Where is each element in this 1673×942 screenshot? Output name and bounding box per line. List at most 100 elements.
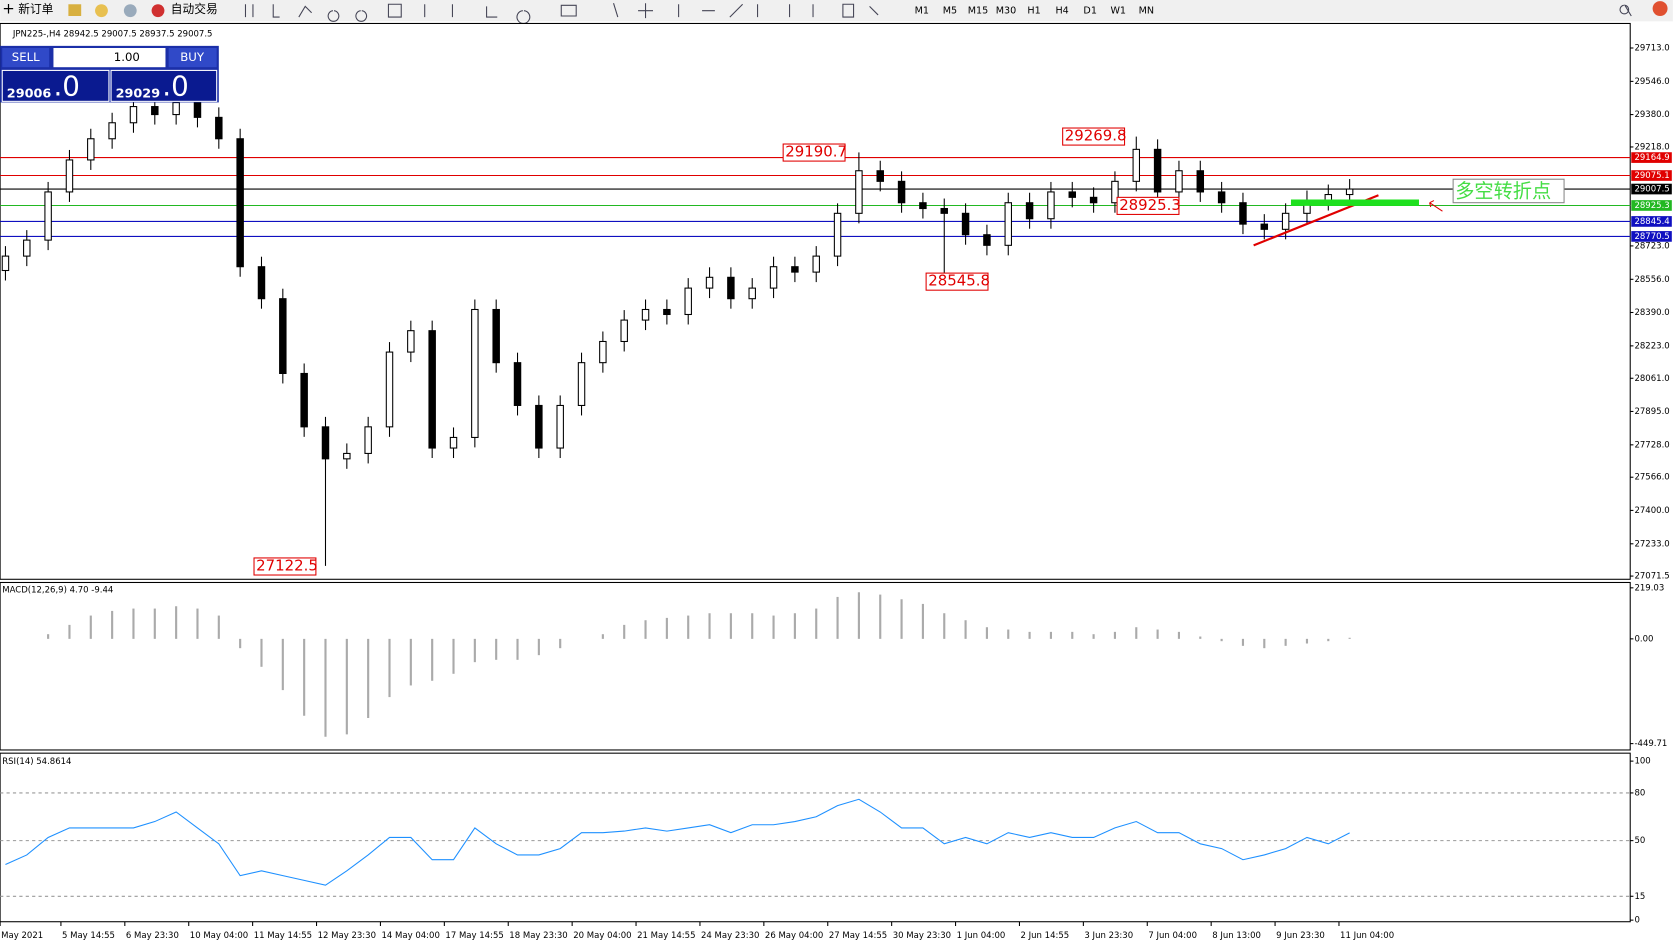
sell-label[interactable]: SELL [12, 50, 40, 64]
buy-label[interactable]: BUY [180, 50, 205, 64]
candle-body [428, 330, 436, 449]
periods: M1 M5 M15 M30 H1 H4 D1 W1 MN [915, 6, 1154, 17]
macd-pane [0, 581, 1631, 751]
candle-body [556, 404, 564, 449]
period[interactable]: M1 [915, 6, 929, 17]
candle-body [108, 122, 116, 140]
price-box-label: 29075.1 [1634, 171, 1669, 181]
candle-body [769, 266, 778, 289]
candle-body [1281, 212, 1290, 230]
buy-button[interactable] [168, 48, 217, 68]
y-tick-label: 15 [1634, 892, 1645, 902]
period[interactable]: M5 [943, 6, 957, 17]
price-box-label: 28845.4 [1634, 217, 1669, 227]
period[interactable]: H4 [1055, 6, 1068, 17]
y-tick-label: 219.03 [1634, 583, 1664, 593]
candle-body [172, 102, 180, 116]
icon[interactable] [151, 4, 165, 18]
period[interactable]: M30 [996, 6, 1017, 17]
candle-body [1004, 202, 1012, 246]
x-tick-label: 18 May 23:30 [509, 931, 567, 941]
y-tick-label: 27895.0 [1634, 407, 1669, 417]
ask-box[interactable] [110, 69, 218, 102]
price-box [1631, 183, 1672, 195]
candle-body [1089, 196, 1098, 204]
annotation-box [1452, 178, 1565, 204]
y-tick-label: 27400.0 [1634, 506, 1669, 516]
period[interactable]: MN [1139, 6, 1154, 17]
candle-body [513, 362, 522, 406]
candle-body [343, 452, 351, 460]
candle-body [748, 287, 756, 300]
candle-body [641, 308, 650, 321]
y-tick-label: -449.71 [1634, 739, 1667, 749]
new-order[interactable]: 新订单 [18, 2, 53, 16]
icon[interactable] [123, 4, 137, 18]
candle-body [940, 207, 948, 214]
y-tick-label: 80 [1634, 788, 1645, 798]
candle-body [87, 138, 95, 161]
annotation-box [1116, 196, 1180, 215]
rsi-line [5, 798, 1350, 886]
ask[interactable]: 29029 [116, 86, 161, 101]
candle-body [855, 170, 863, 214]
annotation: 28925.3 [1119, 196, 1181, 214]
ask-frac[interactable]: .0 [162, 69, 188, 102]
candle-body [535, 404, 543, 449]
annotation: 28545.8 [928, 272, 990, 290]
candle-body [65, 159, 74, 193]
candle-body [876, 170, 884, 182]
toolbar-bg [0, 0, 1673, 22]
annotation: 27122.5 [256, 556, 318, 574]
search-icon[interactable] [1619, 4, 1632, 17]
x-tick-label: May 2021 [1, 931, 43, 941]
bid-box[interactable] [1, 69, 110, 102]
lots-input[interactable] [53, 48, 166, 68]
x-tick-label: 26 May 04:00 [765, 931, 823, 941]
candle-body [727, 276, 735, 300]
price-box [1631, 200, 1672, 211]
price-box-label: 28770.5 [1634, 232, 1669, 242]
candle-body [23, 239, 31, 257]
main-pane [0, 22, 1631, 580]
bid-frac[interactable]: .0 [53, 69, 79, 102]
price-box-label: 29007.5 [1634, 185, 1669, 195]
x-tick-label: 11 May 14:55 [254, 931, 312, 941]
price-box [1631, 216, 1672, 227]
candle-body [236, 138, 244, 268]
annotation-box [253, 557, 317, 576]
candle-body [1260, 223, 1269, 230]
candle-body [620, 319, 628, 343]
plot: 29713.0 29546.0 29380.0 29218.0 28723.0 28556… [0, 43, 1672, 941]
notify-icon[interactable] [1652, 1, 1668, 17]
y-tick-label: 27566.0 [1634, 473, 1669, 483]
candle-body [1111, 180, 1119, 204]
candle-body [151, 106, 159, 116]
period[interactable]: H1 [1027, 6, 1040, 17]
y-tick-label: 29218.0 [1634, 142, 1669, 152]
macd-title: MACD(12,26,9) 4.70 -9.44 [2, 585, 113, 595]
y-tick-label: 27071.5 [1634, 572, 1669, 582]
auto-trading[interactable]: 自动交易 [171, 2, 218, 16]
candle-body [215, 116, 223, 140]
x-tick-label: 12 May 23:30 [318, 931, 376, 941]
candle-body [257, 266, 266, 300]
y-tick-label: 0 [1634, 916, 1639, 926]
candle-body [385, 351, 394, 428]
icon[interactable] [95, 4, 108, 18]
period[interactable]: W1 [1110, 6, 1126, 17]
icon[interactable] [68, 4, 82, 17]
period[interactable]: M15 [968, 6, 989, 17]
period[interactable]: D1 [1083, 6, 1097, 17]
lots[interactable]: 1.00 [114, 50, 140, 64]
candle-body [449, 436, 458, 449]
candle-body [812, 255, 820, 273]
annotation-box [925, 272, 989, 291]
candle-body [983, 234, 991, 246]
sell-button[interactable] [2, 48, 50, 68]
x-tick-label: 11 Jun 04:00 [1340, 931, 1394, 941]
bid[interactable]: 29006 [7, 86, 52, 101]
y-tick-label: 50 [1634, 836, 1645, 846]
chart-title: JPN225-,H4 28942.5 29007.5 28937.5 29007… [12, 30, 213, 40]
y-tick-label: 0.00 [1634, 634, 1653, 644]
